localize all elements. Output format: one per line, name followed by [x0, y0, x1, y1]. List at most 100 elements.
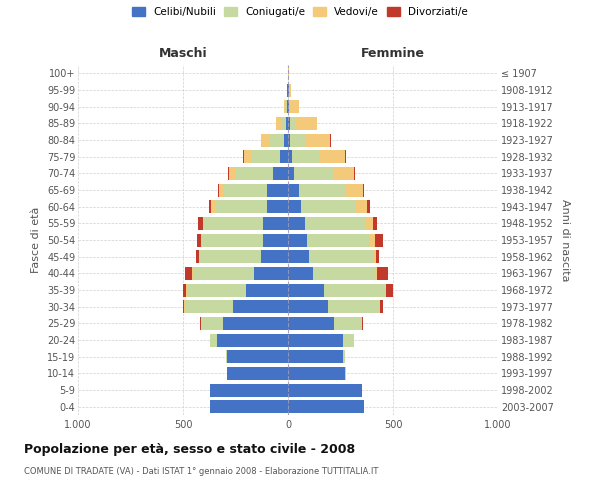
- Bar: [292, 150, 320, 163]
- Bar: [288, 300, 328, 313]
- Bar: [223, 317, 288, 330]
- Bar: [228, 167, 229, 180]
- Bar: [354, 167, 355, 180]
- Bar: [226, 350, 227, 363]
- Bar: [196, 250, 199, 263]
- Bar: [373, 250, 376, 263]
- Bar: [307, 234, 370, 246]
- Bar: [246, 284, 288, 296]
- Y-axis label: Fasce di età: Fasce di età: [31, 207, 41, 273]
- Bar: [183, 300, 184, 313]
- Bar: [288, 100, 289, 113]
- Bar: [210, 334, 217, 346]
- Bar: [288, 250, 309, 263]
- Bar: [269, 134, 284, 146]
- Bar: [287, 84, 288, 96]
- Bar: [301, 200, 356, 213]
- Bar: [296, 117, 317, 130]
- Bar: [288, 400, 364, 413]
- Bar: [334, 317, 361, 330]
- Bar: [328, 300, 379, 313]
- Bar: [267, 184, 288, 196]
- Bar: [253, 150, 280, 163]
- Bar: [380, 300, 383, 313]
- Bar: [198, 217, 203, 230]
- Bar: [344, 367, 346, 380]
- Bar: [200, 317, 202, 330]
- Bar: [185, 300, 233, 313]
- Bar: [201, 234, 202, 246]
- Bar: [261, 134, 269, 146]
- Bar: [289, 100, 290, 113]
- Bar: [184, 300, 185, 313]
- Bar: [370, 234, 375, 246]
- Bar: [217, 334, 288, 346]
- Bar: [367, 200, 370, 213]
- Bar: [227, 367, 288, 380]
- Bar: [309, 250, 373, 263]
- Bar: [313, 267, 375, 280]
- Bar: [200, 250, 260, 263]
- Bar: [183, 284, 186, 296]
- Bar: [305, 217, 366, 230]
- Bar: [324, 284, 385, 296]
- Bar: [215, 200, 267, 213]
- Bar: [211, 400, 288, 413]
- Bar: [346, 184, 362, 196]
- Bar: [362, 184, 364, 196]
- Bar: [185, 267, 193, 280]
- Bar: [288, 150, 292, 163]
- Bar: [288, 117, 290, 130]
- Bar: [211, 200, 215, 213]
- Bar: [287, 100, 288, 113]
- Bar: [202, 317, 223, 330]
- Bar: [202, 234, 263, 246]
- Y-axis label: Anni di nascita: Anni di nascita: [560, 198, 571, 281]
- Bar: [223, 184, 267, 196]
- Bar: [377, 267, 388, 280]
- Bar: [343, 334, 353, 346]
- Bar: [203, 217, 204, 230]
- Bar: [333, 167, 354, 180]
- Bar: [288, 134, 290, 146]
- Bar: [244, 150, 253, 163]
- Bar: [288, 200, 301, 213]
- Bar: [218, 184, 223, 196]
- Bar: [288, 350, 343, 363]
- Bar: [330, 134, 331, 146]
- Bar: [288, 184, 299, 196]
- Bar: [263, 234, 288, 246]
- Bar: [263, 217, 288, 230]
- Bar: [260, 250, 288, 263]
- Bar: [288, 284, 324, 296]
- Bar: [282, 117, 286, 130]
- Bar: [288, 84, 289, 96]
- Bar: [274, 167, 288, 180]
- Bar: [362, 317, 363, 330]
- Bar: [288, 167, 295, 180]
- Bar: [320, 150, 344, 163]
- Bar: [288, 334, 343, 346]
- Bar: [204, 217, 263, 230]
- Bar: [288, 234, 307, 246]
- Bar: [186, 284, 187, 296]
- Text: Femmine: Femmine: [361, 47, 425, 60]
- Bar: [375, 234, 383, 246]
- Text: Maschi: Maschi: [158, 47, 208, 60]
- Bar: [288, 384, 361, 396]
- Bar: [267, 200, 288, 213]
- Bar: [305, 134, 330, 146]
- Bar: [289, 84, 291, 96]
- Bar: [280, 150, 288, 163]
- Bar: [211, 384, 288, 396]
- Bar: [243, 150, 244, 163]
- Bar: [227, 350, 288, 363]
- Bar: [288, 267, 313, 280]
- Bar: [199, 250, 200, 263]
- Bar: [193, 267, 254, 280]
- Bar: [299, 184, 346, 196]
- Bar: [286, 100, 287, 113]
- Bar: [284, 134, 288, 146]
- Bar: [356, 200, 367, 213]
- Bar: [375, 267, 377, 280]
